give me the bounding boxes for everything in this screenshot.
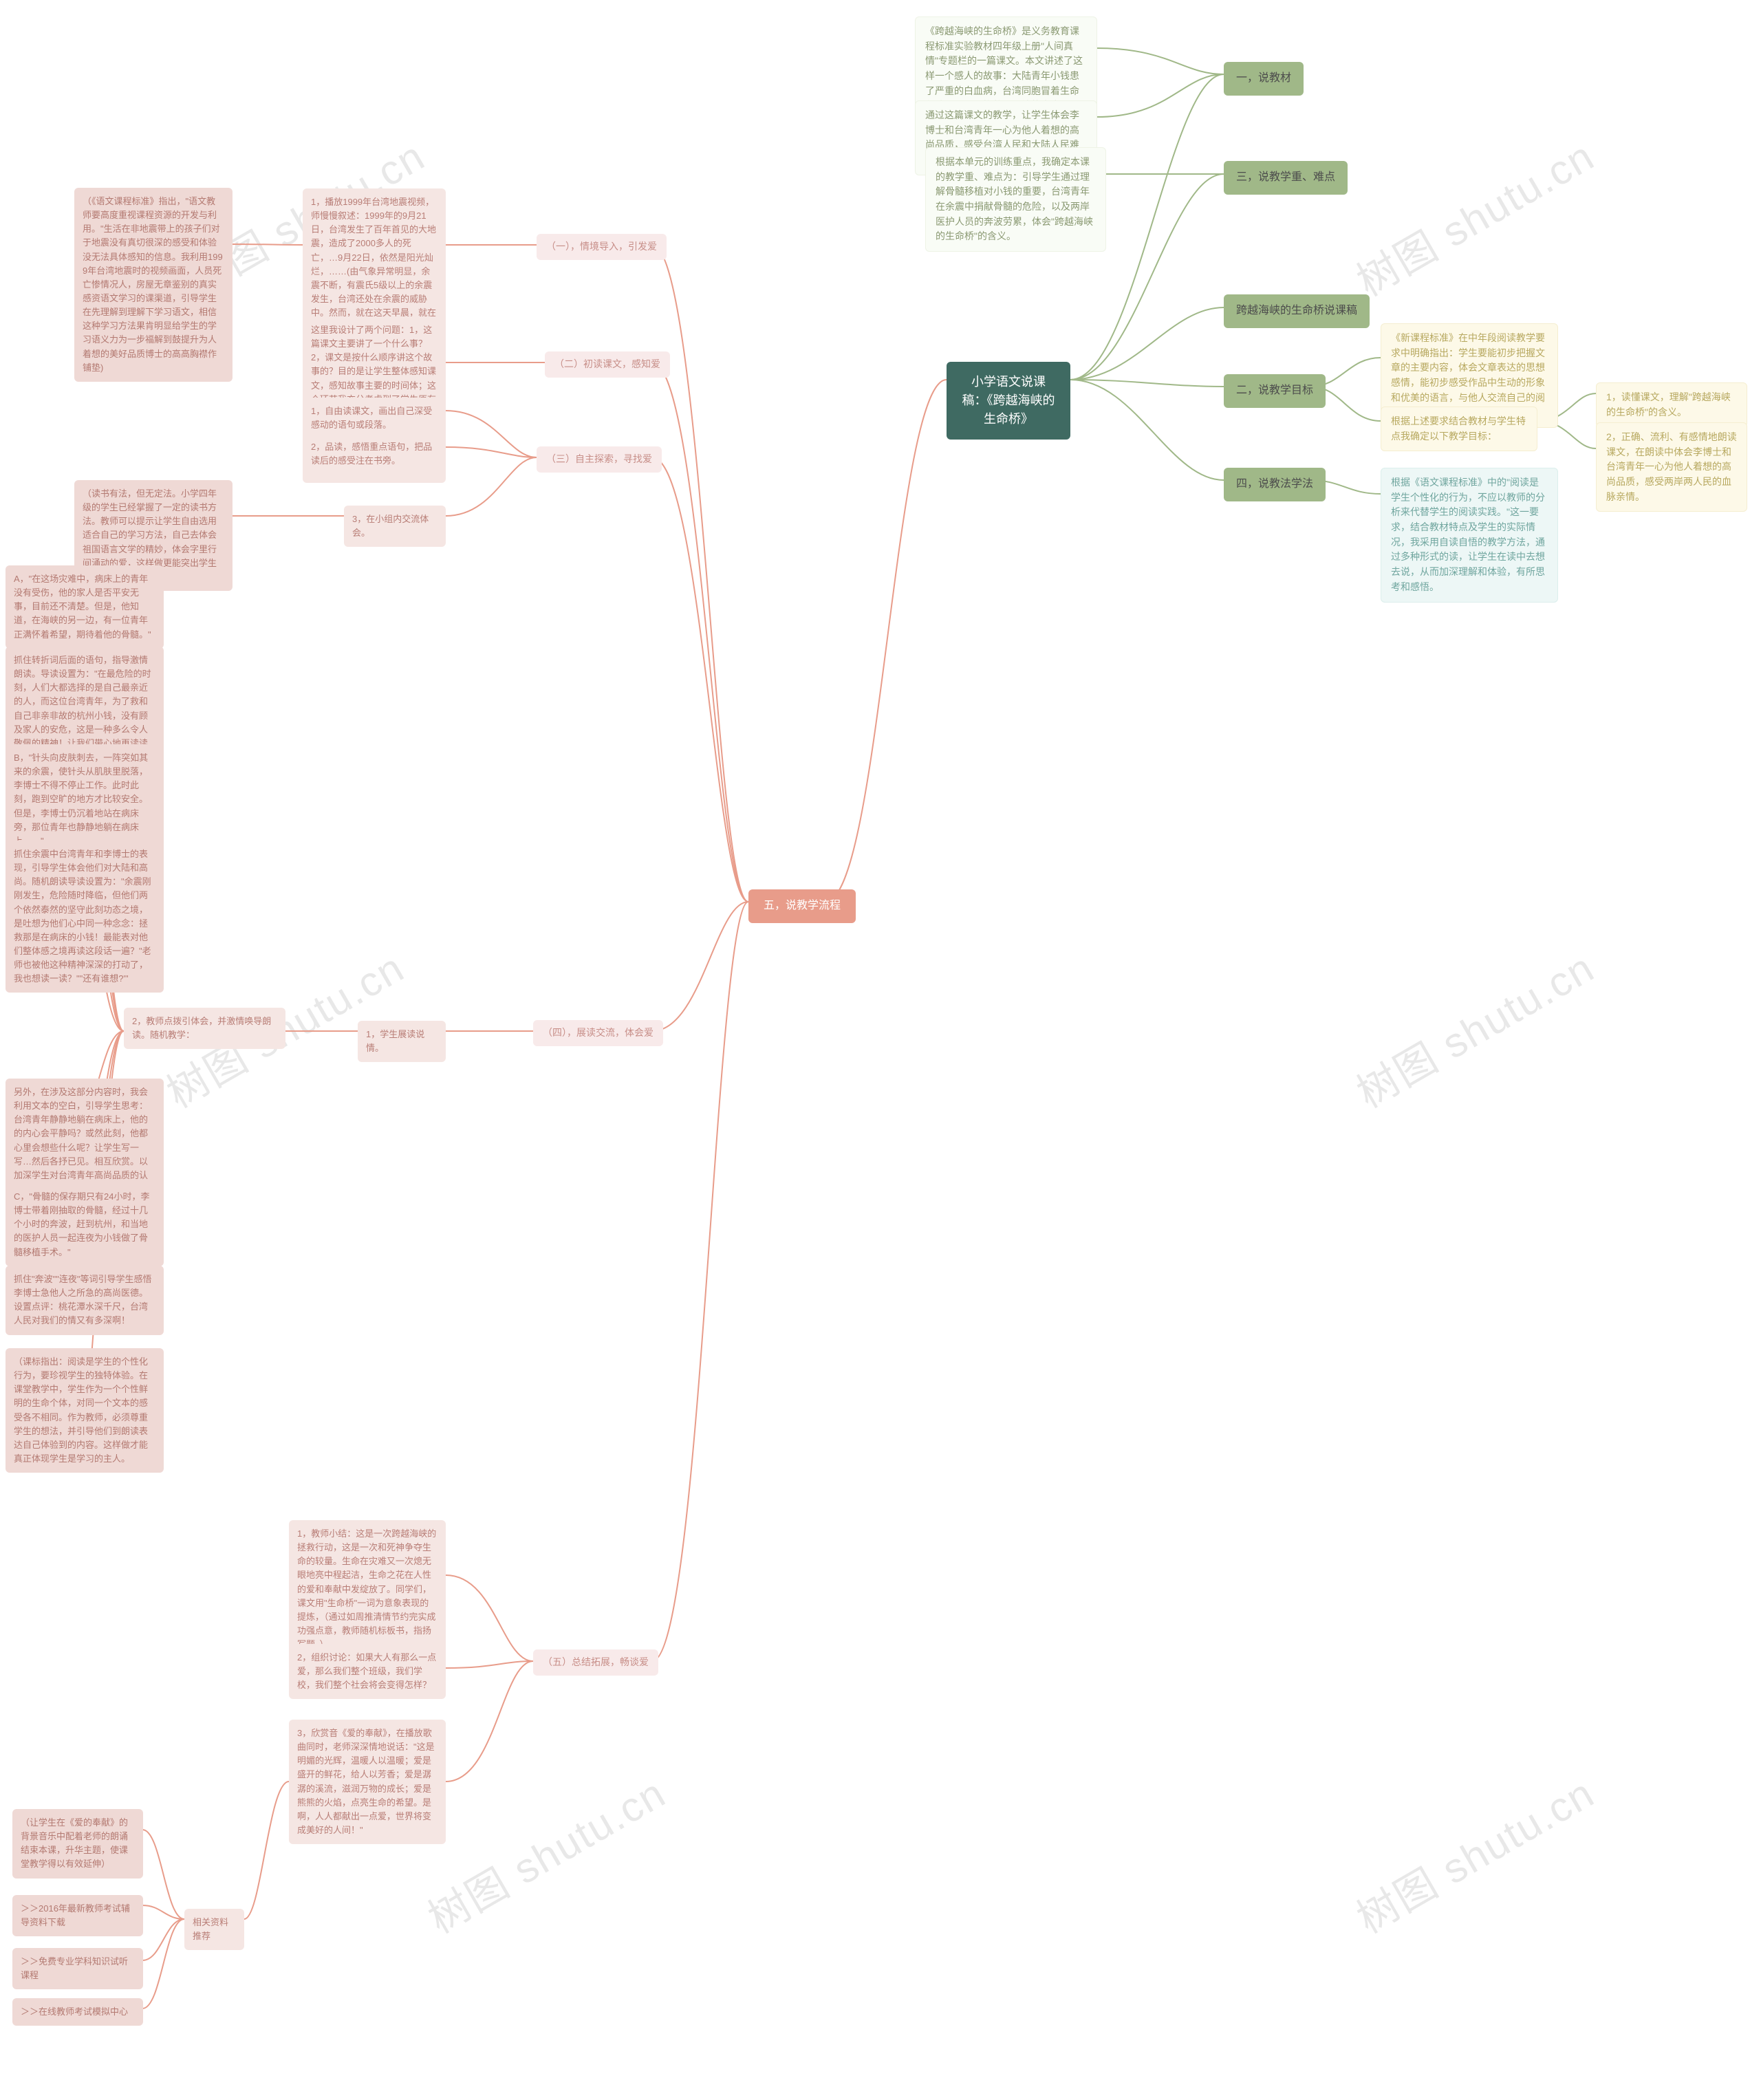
s4-child-b: B，"针头向皮肤刺去，一阵突如其来的余震，使针头从肌肤里脱落，李博士不得不停止工… (6, 744, 164, 855)
watermark: 树图 shutu.cn (1344, 935, 1603, 1119)
sub-2-chudu: （二）初读课文，感知爱 (545, 351, 670, 378)
related-note: （让学生在《爱的奉献》的背景音乐中配着老师的朗诵结束本课，升华主题，使课堂教学得… (12, 1809, 143, 1879)
sub-4-leaf-1: 1，学生展读说情。 (358, 1021, 446, 1062)
mindmap-edges (0, 0, 1761, 2100)
branch-4-note: 根据本单元的训练重点，我确定本课的教学重、难点为：引导学生通过理解骨髓移植对小钱… (925, 147, 1106, 252)
sub-1-aside: （《语文课程标准》指出，"语文教师要高度重视课程资源的开发与利用。"生活在非地震… (74, 188, 233, 382)
sub-3-leaf-2: 2，品读，感悟重点语句，把品读后的感受注在书旁。 (303, 433, 446, 475)
s4-child-c: C，"骨髓的保存期只有24小时，李博士带着刚抽取的骨髓，经过十几个小时的奔波，赶… (6, 1183, 164, 1266)
root-node: 小学语文说课稿：《跨越海峡的生命桥》 (947, 362, 1070, 440)
branch-1-jiaocai: 一，说教材 (1224, 62, 1304, 96)
related-link-2: ＞＞免费专业学科知识试听课程 (12, 1948, 143, 1989)
branch-5-note: 根据《语文课程标准》中的"阅读是学生个性化的行为，不应以教师的分析来代替学生的阅… (1381, 468, 1558, 603)
sub-5-zongjie: （五）总结拓展，畅谈爱 (533, 1649, 658, 1676)
sub-1-intro: （一），情境导入，引发爱 (537, 234, 667, 260)
sub-4-zhandu: （四），展读交流，体会爱 (533, 1020, 663, 1046)
sub-5-leaf-3: 3，欣赏音《爱的奉献》，在播放歌曲同时，老师深深情地说话："这是明媚的光辉，温暖… (289, 1720, 446, 1844)
branch-4-zhongdian: 三，说教学重、难点 (1224, 161, 1348, 195)
s4-child-a: A，"在这场灾难中，病床上的青年没有受伤，他的家人是否平安无事，目前还不清楚。但… (6, 565, 164, 649)
s4-child-c2: 抓住"奔波""连夜"等词引导学生感悟李博士急他人之所急的高尚医德。设置点评：桃花… (6, 1266, 164, 1335)
sub-5-leaf-1: 1，教师小结：这是一次跨越海峡的拯救行动，这是一次和死神争夺生命的较量。生命在灾… (289, 1520, 446, 1658)
branch-3-child-2: 2，正确、流利、有感情地朗读课文，在朗读中体会李博士和台湾青年一心为他人着想的高… (1596, 422, 1747, 512)
sub-4-leaf-2: 2，教师点拨引体会，并激情唤导朗读。随机教学： (124, 1008, 285, 1049)
watermark: 树图 shutu.cn (415, 1760, 675, 1945)
branch-five-flow: 五，说教学流程 (748, 889, 856, 923)
watermark: 树图 shutu.cn (1344, 123, 1603, 307)
branch-3-child-1: 1，读懂课文，理解"跨越海峡的生命桥"的含义。 (1596, 382, 1747, 427)
sub-3-zizhu: （三）自主探索，寻找爱 (537, 446, 662, 473)
sub-5-leaf-2: 2，组织讨论：如果大人有那么一点爱，那么我们整个班级，我们学校，我们整个社会将会… (289, 1644, 446, 1699)
related-label: 相关资料推荐 (184, 1909, 244, 1950)
related-link-1: ＞＞2016年最新教师考试辅导资料下载 (12, 1895, 143, 1936)
branch-3-mubiao: 二，说教学目标 (1224, 374, 1326, 408)
watermark: 树图 shutu.cn (1344, 1760, 1603, 1945)
branch-3-note-b: 根据上述要求结合教材与学生特点我确定以下教学目标： (1381, 407, 1537, 451)
branch-2-kegao: 跨越海峡的生命桥说课稿 (1224, 294, 1370, 328)
related-link-3: ＞＞在线教师考试模拟中心 (12, 1998, 143, 2026)
s4-child-d: （课标指出：阅读是学生的个性化行为，要珍视学生的独特体验。在课堂教学中，学生作为… (6, 1348, 164, 1473)
s4-child-b2: 抓住余震中台湾青年和李博士的表现，引导学生体会他们对大陆和高尚。随机朗读导读设置… (6, 841, 164, 993)
sub-3-leaf-3: 3，在小组内交流体会。 (344, 506, 446, 547)
branch-5-jiaofa: 四，说教法学法 (1224, 468, 1326, 501)
